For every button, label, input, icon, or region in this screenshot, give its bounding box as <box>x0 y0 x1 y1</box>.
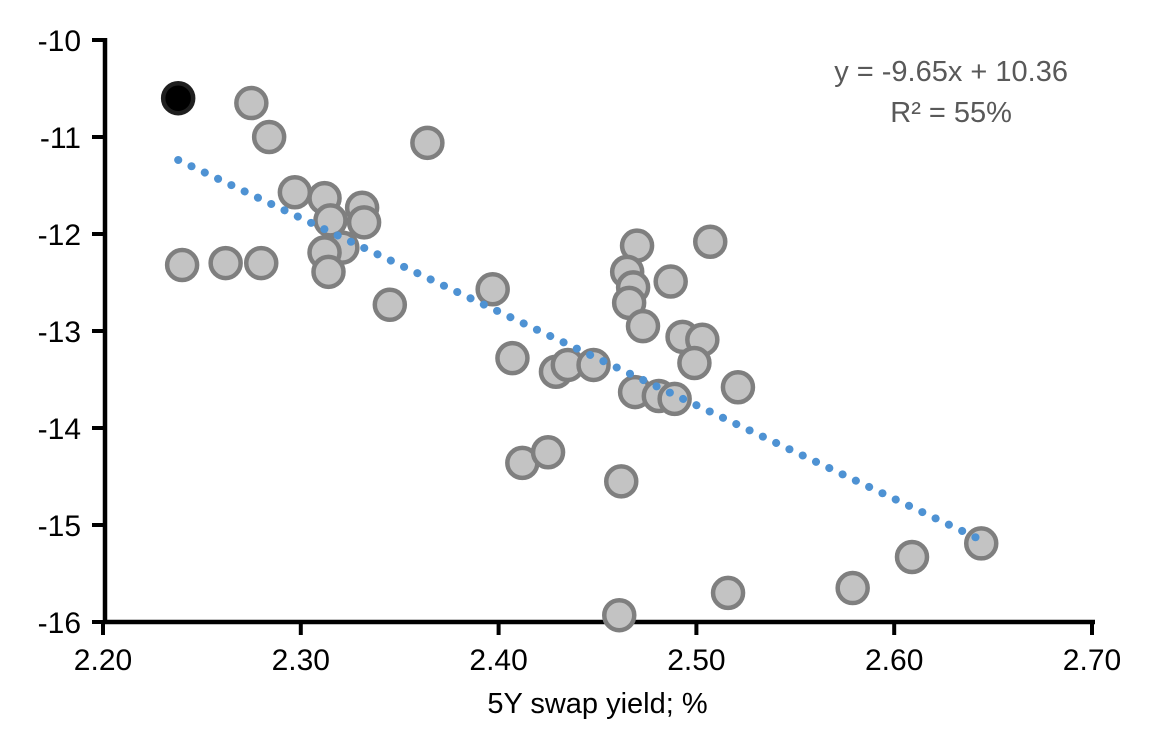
trendline-equation: y = -9.65x + 10.36 <box>834 56 1068 88</box>
y-tick-label: -14 <box>38 413 81 446</box>
x-tick-label: 2.40 <box>469 644 527 677</box>
scatter-point <box>653 264 688 299</box>
y-tick-label: -13 <box>38 316 81 349</box>
x-tick-label: 2.70 <box>1063 644 1121 677</box>
scatter-point <box>603 464 639 499</box>
scatter-point <box>835 570 870 606</box>
x-tick-label: 2.60 <box>865 644 923 677</box>
scatter-point <box>311 254 346 290</box>
highlighted-scatter-point <box>160 80 196 116</box>
scatter-point <box>576 347 611 383</box>
x-tick-label: 2.30 <box>272 644 330 677</box>
y-tick-label: -15 <box>38 510 81 543</box>
scatter-point <box>692 224 728 260</box>
scatter-point <box>475 272 510 307</box>
trendline-annotation: y = -9.65x + 10.36 R² = 55% <box>834 52 1068 134</box>
scatter-point <box>602 597 637 633</box>
scatter-point <box>277 175 313 210</box>
y-tick-label: -11 <box>40 122 81 155</box>
y-tick-label: -10 <box>38 25 81 58</box>
scatter-point <box>495 340 530 376</box>
scatter-point <box>677 345 712 381</box>
y-tick-label: -12 <box>38 219 81 252</box>
trend-line <box>174 155 992 547</box>
scatter-point <box>625 308 661 344</box>
scatter-point <box>346 205 382 240</box>
scatter-point <box>720 370 756 405</box>
scatter-point <box>234 85 269 121</box>
x-tick-label: 2.20 <box>74 644 132 677</box>
scatter-point <box>372 287 408 323</box>
trendline-r-squared: R² = 55% <box>890 97 1012 129</box>
scatter-point <box>410 125 445 161</box>
scatter-point <box>164 247 200 283</box>
y-tick-label: -16 <box>38 607 81 640</box>
scatter-point <box>963 526 999 561</box>
scatter-point <box>208 245 243 281</box>
scatter-point <box>251 119 287 155</box>
x-tick-label: 2.50 <box>667 644 725 677</box>
scatter-point <box>894 539 930 575</box>
x-axis-title: 5Y swap yield; % <box>487 688 708 720</box>
scatter-point <box>530 435 566 470</box>
scatter-point <box>243 245 279 281</box>
scatter-point <box>710 575 746 611</box>
